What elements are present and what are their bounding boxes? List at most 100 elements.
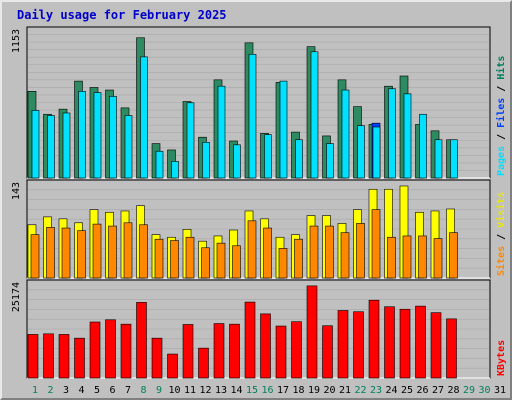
bar-sites-day-3 xyxy=(61,227,71,279)
bar-sites-day-14 xyxy=(232,245,241,279)
bar-pages-day-19 xyxy=(310,51,319,179)
x-label-day-2: 2 xyxy=(47,385,53,396)
bar-sites-day-23 xyxy=(371,209,381,279)
bar-kbytes-day-28 xyxy=(446,318,457,379)
bar-kbytes-day-18 xyxy=(291,321,302,379)
bar-sites-day-6 xyxy=(108,225,117,279)
bar-pages-day-22 xyxy=(357,125,365,179)
bar-pages-day-9 xyxy=(155,150,164,179)
bar-kbytes-day-9 xyxy=(151,337,163,379)
bar-sites-day-4 xyxy=(77,230,86,279)
bar-pages-day-4 xyxy=(78,91,86,179)
bar-pages-day-12 xyxy=(202,142,210,179)
x-label-day-30: 30 xyxy=(478,385,490,396)
bar-sites-day-5 xyxy=(92,223,102,279)
bar-pages-day-16 xyxy=(264,134,272,179)
bar-pages-day-10 xyxy=(171,161,179,179)
bar-sites-day-17 xyxy=(278,248,288,279)
bar-sites-day-26 xyxy=(418,235,427,279)
bar-sites-day-27 xyxy=(433,238,443,279)
bar-sites-day-7 xyxy=(123,222,133,279)
bar-sites-day-10 xyxy=(170,240,179,279)
bar-kbytes-day-1 xyxy=(27,334,39,379)
bar-kbytes-day-14 xyxy=(229,323,240,379)
x-label-day-4: 4 xyxy=(78,385,84,396)
bar-pages-day-14 xyxy=(233,144,241,179)
bar-kbytes-day-19 xyxy=(306,285,318,379)
bar-kbytes-day-5 xyxy=(89,321,101,379)
bar-kbytes-day-20 xyxy=(322,325,333,379)
bar-pages-day-15 xyxy=(248,54,257,179)
bar-pages-day-11 xyxy=(186,102,195,179)
x-label-day-1: 1 xyxy=(32,385,38,396)
legend-hits: Hits xyxy=(495,56,507,80)
bar-sites-day-22 xyxy=(356,223,365,279)
bar-kbytes-day-16 xyxy=(260,313,271,379)
bar-kbytes-day-6 xyxy=(105,319,116,379)
bar-kbytes-day-7 xyxy=(120,323,132,379)
legend-separator: / xyxy=(496,80,507,98)
bar-sites-day-15 xyxy=(247,220,257,279)
x-label-day-24: 24 xyxy=(385,385,397,396)
bar-kbytes-day-2 xyxy=(43,333,54,379)
x-label-day-17: 17 xyxy=(277,385,289,396)
bar-sites-day-1 xyxy=(30,234,40,279)
x-label-day-5: 5 xyxy=(94,385,100,396)
bar-sites-day-20 xyxy=(325,225,334,279)
x-label-day-15: 15 xyxy=(246,385,258,396)
bar-pages-day-8 xyxy=(140,56,148,179)
bar-kbytes-day-13 xyxy=(213,323,225,379)
bar-kbytes-day-24 xyxy=(384,306,395,379)
bar-kbytes-day-23 xyxy=(368,299,380,379)
x-label-day-26: 26 xyxy=(416,385,428,396)
bar-pages-day-21 xyxy=(341,89,350,179)
x-label-day-3: 3 xyxy=(63,385,69,396)
x-label-day-9: 9 xyxy=(156,385,162,396)
x-label-day-29: 29 xyxy=(463,385,475,396)
x-label-day-16: 16 xyxy=(261,385,273,396)
bar-sites-day-11 xyxy=(185,236,195,279)
x-label-day-14: 14 xyxy=(230,385,242,396)
bar-pages-day-13 xyxy=(217,85,226,179)
bar-kbytes-day-17 xyxy=(275,325,287,379)
bar-kbytes-day-15 xyxy=(244,301,256,379)
legend-pages: Pages xyxy=(496,146,507,176)
x-label-day-20: 20 xyxy=(323,385,335,396)
x-label-day-8: 8 xyxy=(140,385,146,396)
bar-pages-day-7 xyxy=(124,115,133,179)
y-max-label-kbytes: 25174 xyxy=(11,282,22,312)
x-label-day-13: 13 xyxy=(215,385,227,396)
x-label-day-10: 10 xyxy=(168,385,180,396)
bar-pages-day-6 xyxy=(109,96,117,179)
bar-sites-day-19 xyxy=(309,225,319,279)
bar-kbytes-day-26 xyxy=(415,305,426,379)
bar-sites-day-12 xyxy=(201,247,210,279)
legend-kbytes: KBytes xyxy=(496,340,507,376)
bar-kbytes-day-21 xyxy=(337,310,349,379)
x-label-day-23: 23 xyxy=(370,385,382,396)
x-label-day-31: 31 xyxy=(494,385,506,396)
bar-pages-day-26 xyxy=(419,113,427,179)
bar-pages-day-2 xyxy=(47,115,55,179)
bar-sites-day-13 xyxy=(216,242,226,279)
legend-separator: / xyxy=(496,128,507,146)
legend-visits-sites: Sites / Visits xyxy=(495,192,507,276)
bar-sites-day-28 xyxy=(449,232,458,279)
legend-pages-files-hits: Pages / Files / Hits xyxy=(495,56,507,176)
bar-pages-day-25 xyxy=(403,93,412,179)
bar-kbytes-day-3 xyxy=(58,334,70,379)
bar-kbytes-day-4 xyxy=(74,337,85,379)
x-label-day-22: 22 xyxy=(354,385,366,396)
bar-sites-day-8 xyxy=(139,224,148,279)
x-label-day-11: 11 xyxy=(184,385,196,396)
x-label-day-27: 27 xyxy=(432,385,444,396)
bar-kbytes-day-22 xyxy=(353,311,364,379)
bar-sites-day-24 xyxy=(387,236,396,279)
bar-pages-day-27 xyxy=(434,139,443,179)
legend-kbytes: KBytes xyxy=(496,340,507,376)
bar-pages-day-1 xyxy=(31,110,40,179)
bar-sites-day-18 xyxy=(294,238,303,279)
bar-sites-day-25 xyxy=(402,235,412,279)
bar-kbytes-day-10 xyxy=(167,353,178,379)
